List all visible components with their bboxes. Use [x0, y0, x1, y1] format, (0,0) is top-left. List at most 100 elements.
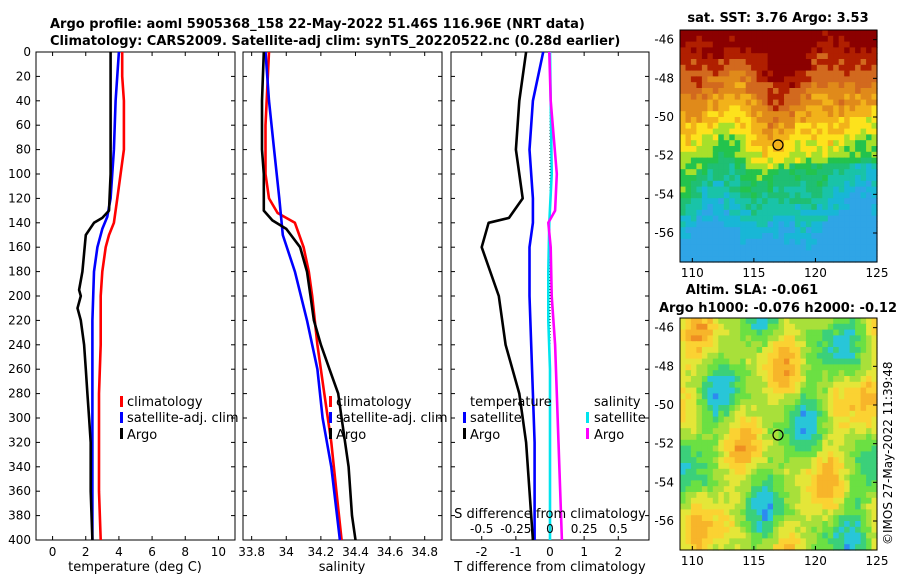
map-cell	[833, 526, 840, 534]
map-cell	[756, 335, 763, 342]
map-cell	[822, 434, 829, 441]
map-cell	[844, 515, 851, 522]
map-cell	[866, 492, 873, 499]
map-cell	[784, 428, 791, 435]
map-cell	[838, 238, 845, 246]
legend-label-t-satellite: satellite	[470, 411, 522, 426]
map-cell	[745, 381, 752, 389]
difference-legend: temperature satellite Argo salinity sate…	[463, 395, 646, 443]
map-cell	[718, 428, 725, 435]
map-cell	[838, 521, 845, 528]
map-cell	[822, 486, 829, 493]
map-cell	[849, 215, 856, 222]
map-cell	[860, 238, 867, 246]
map-cell	[696, 457, 703, 464]
map-cell	[822, 364, 829, 371]
map-cell	[767, 468, 774, 476]
map-cell	[827, 515, 834, 522]
map-cell	[685, 175, 692, 182]
map-cell	[805, 492, 812, 499]
map-cell	[740, 480, 747, 487]
map-cell	[745, 521, 752, 528]
map-cell	[729, 198, 736, 205]
map-cell	[778, 117, 785, 124]
map-cell	[718, 509, 725, 516]
map-cell	[794, 53, 801, 60]
map-x-tick-label: 115	[742, 554, 765, 568]
map-cell	[822, 204, 829, 211]
map-cell	[811, 532, 818, 539]
map-cell	[860, 341, 867, 348]
map-cell	[751, 422, 758, 429]
map-cell	[718, 140, 725, 147]
map-cell	[800, 53, 807, 60]
map-cell	[745, 393, 752, 400]
map-cell	[773, 93, 780, 101]
depth-tick-label: 300	[8, 411, 31, 425]
map-cell	[745, 457, 752, 464]
map-cell	[871, 82, 878, 89]
map-cell	[773, 117, 780, 124]
map-cell	[680, 532, 687, 539]
map-cell	[855, 457, 862, 464]
map-cell	[734, 480, 741, 487]
map-cell	[811, 352, 818, 360]
map-cell	[871, 521, 878, 528]
map-cell	[762, 335, 769, 342]
map-cell	[816, 434, 823, 441]
map-cell	[756, 146, 763, 153]
map-cell	[718, 434, 725, 441]
legend-swatch-argo	[329, 428, 332, 439]
map-cell	[740, 503, 747, 510]
series-line-argo	[76, 52, 112, 541]
map-cell	[723, 105, 730, 112]
map-cell	[773, 169, 780, 176]
map-cell	[729, 463, 736, 470]
map-cell	[855, 88, 862, 95]
map-cell	[811, 405, 818, 412]
map-cell	[805, 526, 812, 534]
map-cell	[756, 117, 763, 124]
map-cell	[794, 370, 801, 377]
map-cell	[811, 250, 818, 257]
map-cell	[745, 335, 752, 342]
map-cell	[849, 405, 856, 412]
map-cell	[729, 352, 736, 360]
map-cell	[685, 393, 692, 400]
map-cell	[680, 238, 687, 246]
map-cell	[794, 238, 801, 246]
map-cell	[816, 105, 823, 112]
map-cell	[833, 439, 840, 447]
map-cell	[718, 416, 725, 423]
map-cell	[751, 134, 758, 141]
map-cell	[696, 82, 703, 89]
map-cell	[827, 532, 834, 539]
map-cell	[773, 474, 780, 481]
map-cell	[784, 180, 791, 188]
map-cell	[794, 376, 801, 383]
map-cell	[778, 381, 785, 389]
map-cell	[800, 318, 807, 325]
map-cell	[773, 497, 780, 505]
map-cell	[794, 111, 801, 118]
map-cell	[701, 122, 708, 130]
map-cell	[844, 364, 851, 371]
depth-tick-label: 360	[8, 484, 31, 498]
map-cell	[811, 186, 818, 193]
map-cell	[773, 439, 780, 447]
map-cell	[745, 532, 752, 539]
map-cell	[855, 76, 862, 83]
map-cell	[794, 347, 801, 354]
map-cell	[680, 480, 687, 487]
map-cell	[871, 451, 878, 458]
map-cell	[844, 370, 851, 377]
map-cell	[690, 221, 697, 228]
map-cell	[789, 434, 796, 441]
map-cell	[707, 329, 714, 336]
map-cell	[784, 393, 791, 400]
map-cell	[767, 250, 774, 257]
map-cell	[685, 134, 692, 141]
map-cell	[816, 323, 823, 331]
map-cell	[822, 163, 829, 170]
map-cell	[855, 538, 862, 545]
